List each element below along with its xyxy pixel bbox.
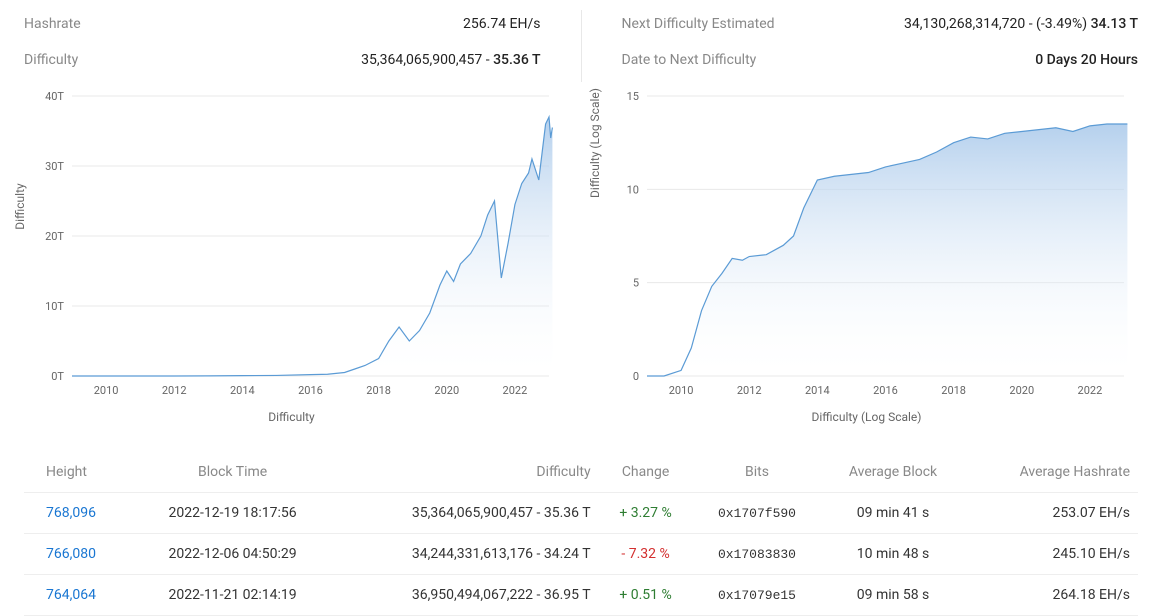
chart-svg: 0 5 10 15 2010 2012 2014 2016 2018 2020 2022 [599, 86, 1134, 406]
svg-text:2010: 2010 [669, 384, 694, 397]
svg-text:10T: 10T [45, 300, 64, 313]
table-header: Change [599, 452, 693, 493]
svg-text:2022: 2022 [503, 384, 528, 397]
stat-date-next: Date to Next Difficulty 0 Days 20 Hours [622, 46, 1139, 82]
stat-next-difficulty: Next Difficulty Estimated 34,130,268,314… [622, 10, 1139, 46]
svg-text:0T: 0T [51, 370, 64, 383]
table-header: Average Hashrate [965, 452, 1138, 493]
svg-text:2016: 2016 [873, 384, 898, 397]
vertical-divider [581, 10, 582, 82]
cell-avg-hash: 245.10 EH/s [965, 534, 1138, 575]
svg-text:2010: 2010 [94, 384, 119, 397]
stat-label: Difficulty [24, 52, 78, 68]
stats-left: Hashrate 256.74 EH/s Difficulty 35,364,0… [24, 10, 541, 82]
cell-change: + 0.51 % [599, 575, 693, 616]
height-link[interactable]: 766,080 [46, 546, 96, 562]
svg-text:10: 10 [627, 183, 639, 196]
svg-text:2018: 2018 [941, 384, 966, 397]
chart-svg: 0T 10T 20T 30T 40T 2010 2012 2014 2016 2018 2020 20… [24, 86, 559, 406]
cell-avg-hash: 264.18 EH/s [965, 575, 1138, 616]
cell-time: 2022-12-19 18:17:56 [134, 493, 332, 534]
cell-time: 2022-11-21 02:14:19 [134, 575, 332, 616]
stats-right: Next Difficulty Estimated 34,130,268,314… [622, 10, 1139, 82]
table-header: Block Time [134, 452, 332, 493]
cell-difficulty: 35,364,065,900,457 - 35.36 T [331, 493, 598, 534]
stat-value: 35,364,065,900,457 - 35.36 T [361, 52, 540, 68]
table-header: Difficulty [331, 452, 598, 493]
svg-text:2012: 2012 [162, 384, 187, 397]
cell-avg-block: 10 min 48 s [821, 534, 964, 575]
svg-text:40T: 40T [45, 90, 64, 103]
table-body: 768,096 2022-12-19 18:17:56 35,364,065,9… [24, 493, 1138, 616]
y-axis-label: Difficulty (Log Scale) [588, 88, 602, 198]
height-link[interactable]: 768,096 [46, 505, 96, 521]
y-axis-label: Difficulty [13, 183, 27, 229]
svg-text:2020: 2020 [434, 384, 459, 397]
x-axis-label: Difficulty (Log Scale) [599, 410, 1134, 424]
table-header: Height [24, 452, 134, 493]
cell-difficulty: 36,950,494,067,222 - 36.95 T [331, 575, 598, 616]
table-row: 764,064 2022-11-21 02:14:19 36,950,494,0… [24, 575, 1138, 616]
cell-avg-block: 09 min 58 s [821, 575, 964, 616]
stat-value: 256.74 EH/s [463, 16, 540, 32]
svg-text:2022: 2022 [1078, 384, 1103, 397]
cell-bits: 0x17079e15 [693, 575, 822, 616]
cell-bits: 0x17083830 [693, 534, 822, 575]
height-link[interactable]: 764,064 [46, 587, 96, 603]
svg-text:30T: 30T [45, 160, 64, 173]
svg-text:20T: 20T [45, 230, 64, 243]
stat-difficulty: Difficulty 35,364,065,900,457 - 35.36 T [24, 46, 541, 82]
chart-difficulty-linear: Difficulty 0T 10T 20T 30T 40T 2010 2012 2014 201… [24, 86, 559, 424]
stat-label: Next Difficulty Estimated [622, 16, 775, 32]
cell-change: - 7.32 % [599, 534, 693, 575]
svg-text:15: 15 [627, 90, 639, 103]
svg-text:2016: 2016 [298, 384, 323, 397]
stat-hashrate: Hashrate 256.74 EH/s [24, 10, 541, 46]
cell-change: + 3.27 % [599, 493, 693, 534]
difficulty-table: HeightBlock TimeDifficultyChangeBitsAver… [24, 452, 1138, 616]
svg-text:0: 0 [633, 370, 639, 383]
cell-avg-block: 09 min 41 s [821, 493, 964, 534]
svg-text:2014: 2014 [230, 384, 255, 397]
chart-difficulty-log: Difficulty (Log Scale) 0 5 10 15 2010 2012 201… [599, 86, 1134, 424]
cell-time: 2022-12-06 04:50:29 [134, 534, 332, 575]
stat-value: 34,130,268,314,720 - (-3.49%) 34.13 T [904, 16, 1138, 32]
x-axis-label: Difficulty [24, 410, 559, 424]
cell-difficulty: 34,244,331,613,176 - 34.24 T [331, 534, 598, 575]
table-header: Average Block [821, 452, 964, 493]
table-row: 768,096 2022-12-19 18:17:56 35,364,065,9… [24, 493, 1138, 534]
svg-text:5: 5 [633, 277, 639, 290]
table-header: Bits [693, 452, 822, 493]
cell-avg-hash: 253.07 EH/s [965, 493, 1138, 534]
svg-text:2018: 2018 [366, 384, 391, 397]
cell-bits: 0x1707f590 [693, 493, 822, 534]
table-header-row: HeightBlock TimeDifficultyChangeBitsAver… [24, 452, 1138, 493]
svg-text:2014: 2014 [805, 384, 830, 397]
table-row: 766,080 2022-12-06 04:50:29 34,244,331,6… [24, 534, 1138, 575]
stat-label: Date to Next Difficulty [622, 52, 757, 68]
svg-text:2012: 2012 [737, 384, 762, 397]
svg-text:2020: 2020 [1009, 384, 1034, 397]
stat-label: Hashrate [24, 16, 81, 32]
stat-value: 0 Days 20 Hours [1035, 52, 1138, 68]
